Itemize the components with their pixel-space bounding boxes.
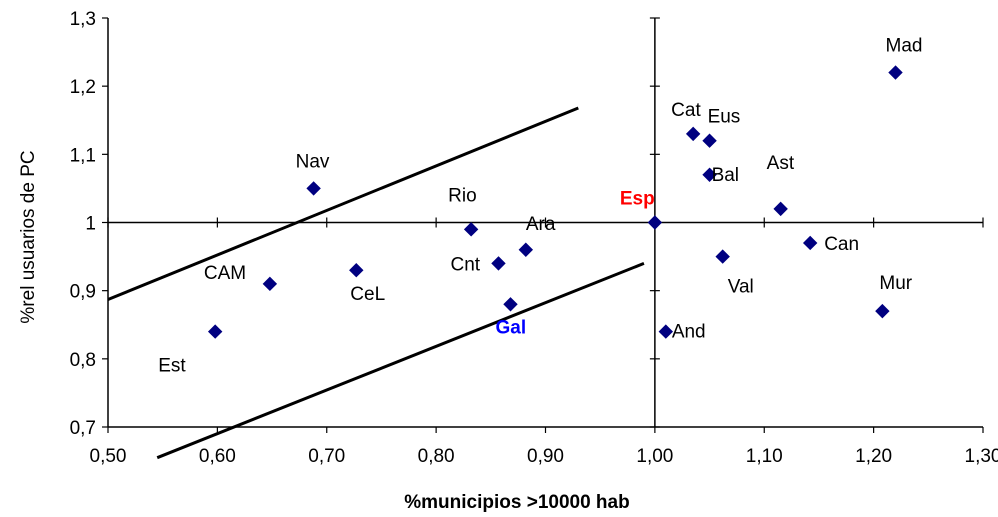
trend-lines — [107, 106, 645, 460]
point-label-cat: Cat — [671, 100, 701, 121]
point-label-esp: Esp — [620, 189, 655, 210]
x-axis-title: %municipios >10000 hab — [404, 492, 629, 513]
point-label-cnt: Cnt — [450, 254, 480, 275]
x-tick-label: 1,30 — [965, 446, 998, 467]
point-label-gal: Gal — [496, 317, 527, 338]
data-point-est — [207, 324, 223, 339]
data-points — [207, 65, 903, 339]
point-labels: Mad Cat Eus Bal Ast Esp Can Val Mur And Nav Rio Ara C… — [158, 36, 922, 377]
point-label-est: Est — [158, 356, 186, 377]
x-tick-label: 0,70 — [308, 446, 345, 467]
point-label-ast: Ast — [767, 153, 795, 174]
y-tick-label: 0,7 — [70, 418, 96, 439]
point-label-cam: CAM — [204, 263, 246, 284]
trend-line-1 — [107, 106, 579, 301]
point-label-mad: Mad — [886, 36, 923, 57]
data-point-esp — [647, 215, 663, 230]
y-tick-label: 1,3 — [70, 9, 96, 30]
point-label-nav: Nav — [296, 151, 330, 172]
data-point-and — [658, 324, 674, 339]
data-point-cel — [349, 263, 364, 278]
data-point-rio — [463, 222, 479, 237]
data-point-cam — [262, 276, 278, 292]
point-label-cel: CeL — [350, 284, 385, 305]
x-tick-label: 1,00 — [636, 446, 673, 467]
data-point-cat — [685, 126, 701, 142]
x-tick-label: 1,10 — [746, 446, 783, 467]
x-axis-ticks: 0,50 0,60 0,70 0,80 0,90 1,00 1,10 1,20 1,30 — [90, 427, 998, 467]
data-point-ara — [518, 242, 534, 257]
data-point-mur — [875, 303, 890, 319]
y-axis-title: %rel usuarios de PC — [18, 150, 39, 323]
data-point-nav — [306, 181, 321, 196]
point-label-bal: Bal — [712, 165, 739, 186]
y-tick-label: 1,2 — [70, 77, 96, 98]
x-tick-label: 1,20 — [855, 446, 892, 467]
x-tick-label: 0,80 — [418, 446, 455, 467]
data-point-bal — [702, 167, 717, 182]
point-label-val: Val — [728, 277, 754, 298]
y-tick-label: 0,8 — [70, 350, 96, 371]
data-point-ast — [773, 201, 788, 217]
point-label-eus: Eus — [708, 107, 741, 128]
point-label-and: And — [672, 322, 706, 343]
data-point-eus — [702, 133, 717, 148]
trend-line-2 — [156, 262, 645, 460]
x-tick-label: 0,90 — [527, 446, 564, 467]
y-tick-label: 1 — [85, 214, 96, 235]
point-label-ara: Ara — [526, 214, 556, 235]
data-point-val — [715, 249, 730, 264]
data-point-cnt — [491, 256, 506, 271]
x-tick-label: 0,50 — [90, 446, 127, 467]
data-point-gal — [503, 297, 518, 312]
data-point-can — [802, 235, 818, 251]
point-label-rio: Rio — [448, 185, 477, 206]
y-tick-label: 0,9 — [70, 282, 96, 303]
x-tick-label: 0,60 — [199, 446, 236, 467]
y-axis-ticks: 0,7 0,8 0,9 1 1,1 1,2 1,3 — [70, 9, 108, 439]
point-label-can: Can — [824, 234, 859, 255]
data-point-mad — [888, 65, 903, 80]
point-label-mur: Mur — [879, 273, 912, 294]
y-tick-label: 1,1 — [70, 145, 96, 166]
